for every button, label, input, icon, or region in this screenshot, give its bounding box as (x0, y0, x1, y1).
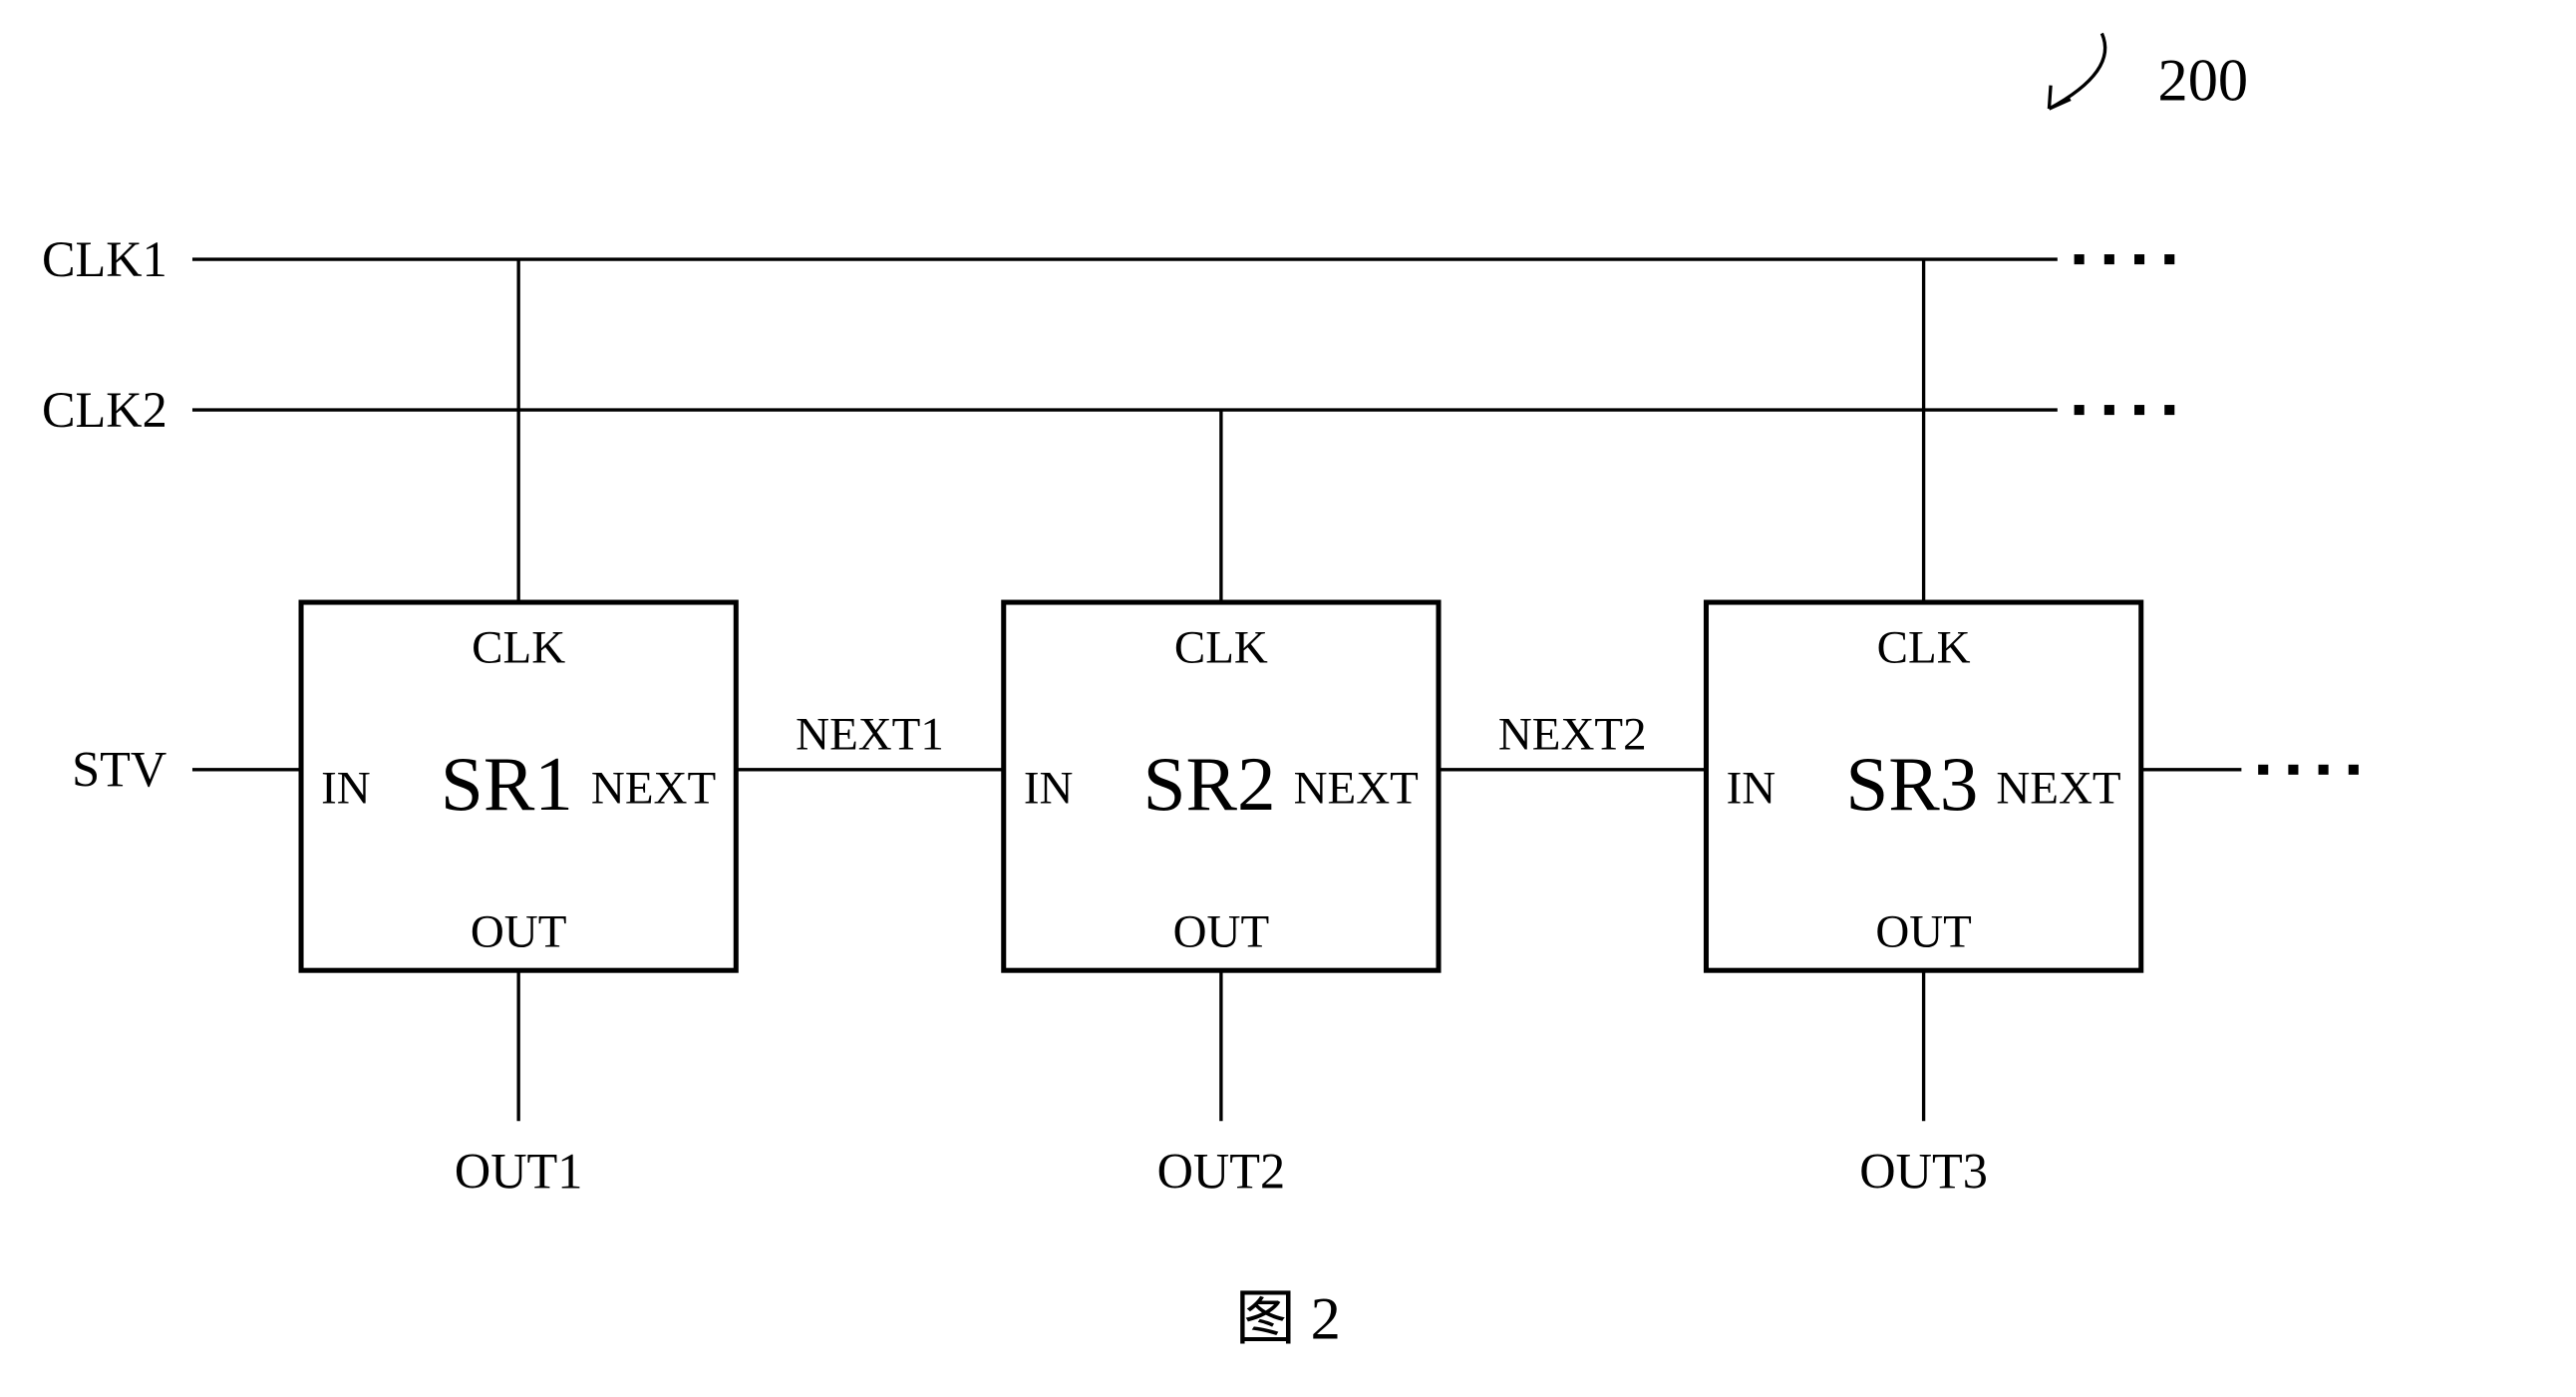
port-in: IN (321, 762, 371, 814)
block-name-2: SR2 (1143, 741, 1276, 827)
port-in: IN (1024, 762, 1074, 814)
next1-label: NEXT1 (796, 709, 944, 761)
port-out: OUT (1173, 906, 1270, 958)
figure-caption: 图 2 (1235, 1285, 1341, 1352)
port-clk: CLK (1877, 621, 1971, 673)
port-clk: CLK (1174, 621, 1268, 673)
block-name-1: SR1 (441, 741, 573, 827)
port-next: NEXT (1996, 762, 2120, 814)
clk1-label: CLK1 (42, 231, 167, 287)
clk2-label: CLK2 (42, 382, 167, 438)
shift-register-diagram: CLK1 CLK2 STV CLK IN NEXT OUT SR1 CLK IN NEXT OUT SR… (0, 0, 2576, 1395)
port-next: NEXT (591, 762, 716, 814)
stv-label: STV (72, 742, 166, 798)
out1-label: OUT1 (455, 1143, 583, 1199)
port-clk: CLK (472, 621, 565, 673)
out3-label: OUT3 (1859, 1143, 1988, 1199)
block-name-3: SR3 (1845, 741, 1978, 827)
port-next: NEXT (1294, 762, 1419, 814)
out2-label: OUT2 (1157, 1143, 1286, 1199)
port-out: OUT (471, 906, 567, 958)
reference-label: 200 (2158, 48, 2249, 115)
next2-label: NEXT2 (1498, 709, 1647, 761)
port-in: IN (1727, 762, 1776, 814)
port-out: OUT (1875, 906, 1972, 958)
reference-arrow (2049, 33, 2104, 109)
